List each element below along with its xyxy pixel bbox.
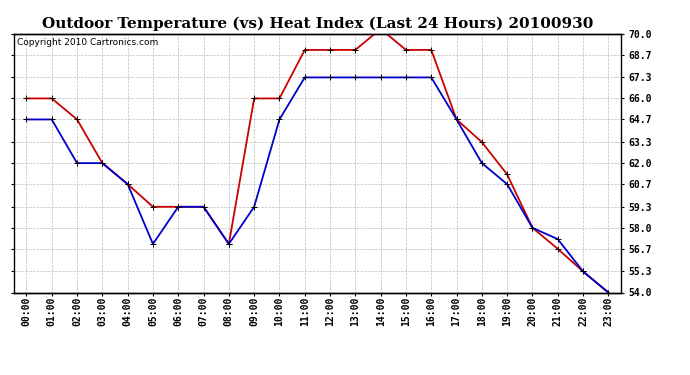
- Title: Outdoor Temperature (vs) Heat Index (Last 24 Hours) 20100930: Outdoor Temperature (vs) Heat Index (Las…: [41, 17, 593, 31]
- Text: Copyright 2010 Cartronics.com: Copyright 2010 Cartronics.com: [17, 38, 158, 46]
